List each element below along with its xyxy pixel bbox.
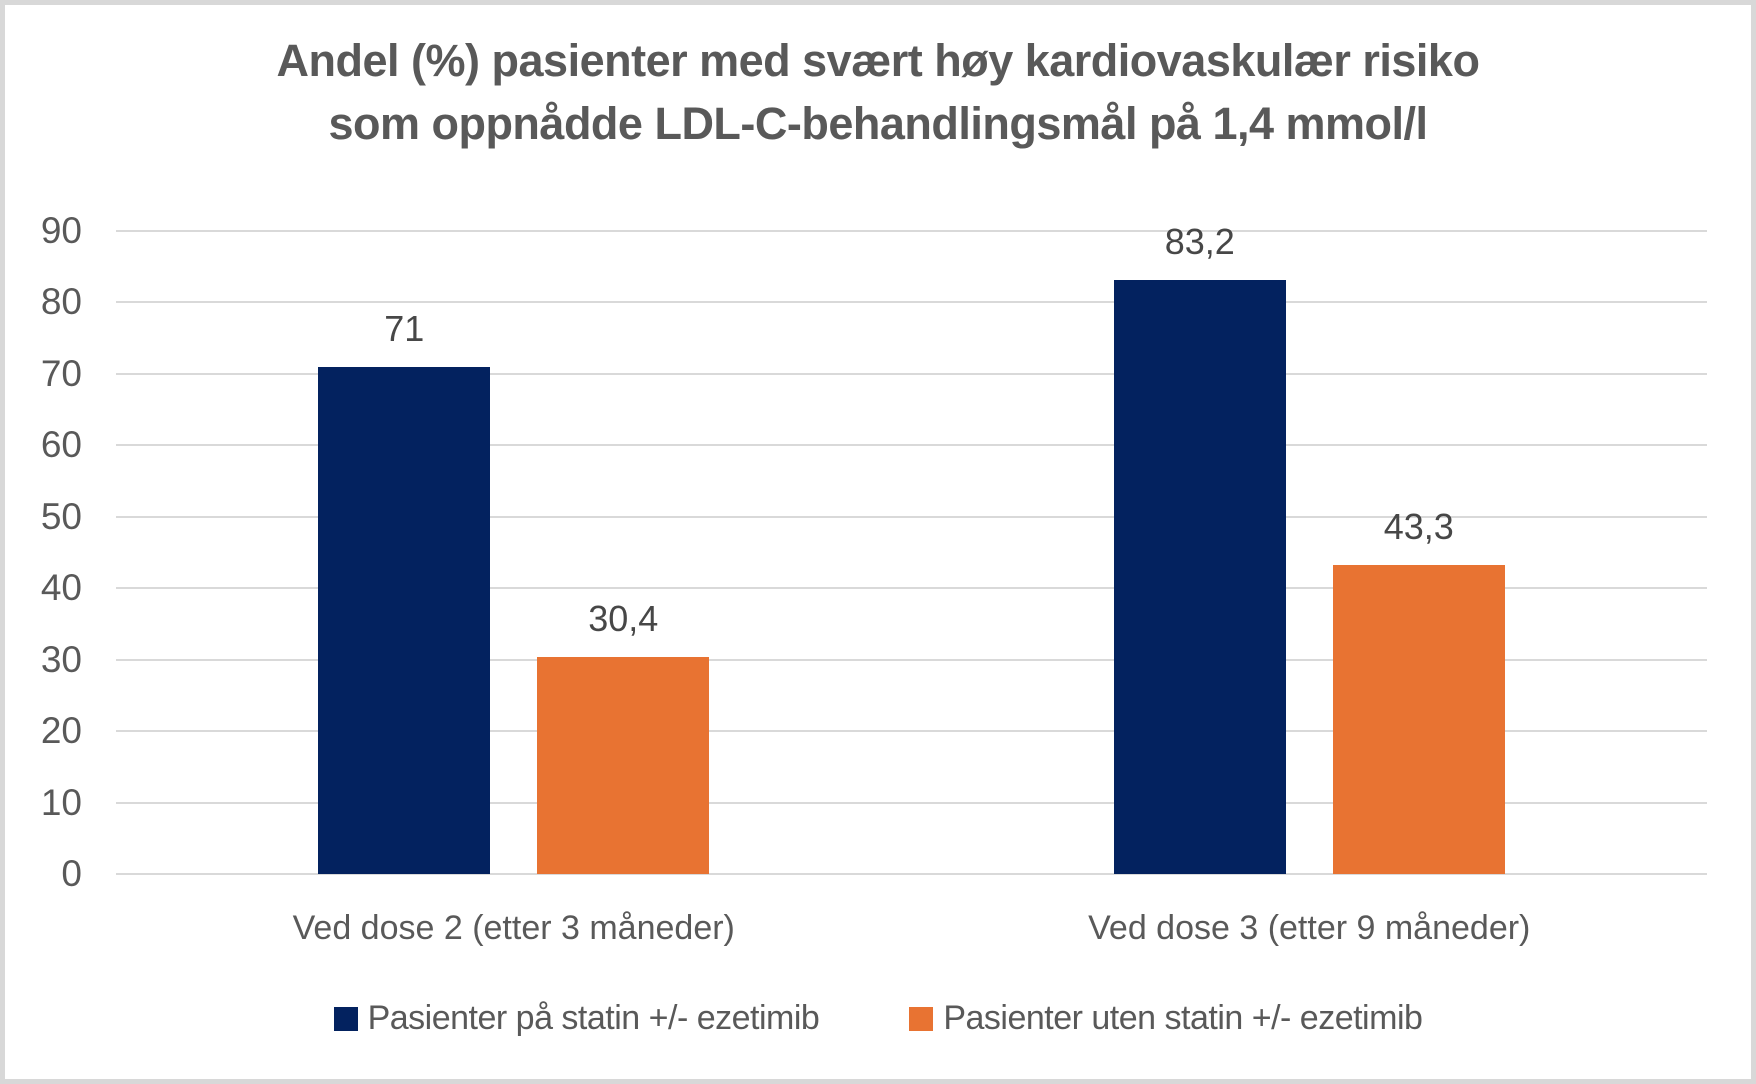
chart-title: Andel (%) pasienter med svært høy kardio… — [5, 29, 1751, 155]
gridline-40 — [116, 587, 1707, 590]
chart-title-line2: som oppnådde LDL-C-behandlingsmål på 1,4… — [328, 98, 1428, 149]
gridline-30 — [116, 658, 1707, 661]
y-axis-tick-10: 10 — [40, 781, 82, 823]
gridline-90 — [116, 230, 1707, 232]
legend-label-series1: Pasienter på statin +/- ezetimib — [367, 999, 820, 1037]
y-axis-tick-20: 20 — [40, 710, 82, 752]
bar-value-label-series1-category2: 83,2 — [1164, 220, 1235, 262]
legend-swatch-icon — [909, 1006, 934, 1031]
y-axis-tick-80: 80 — [40, 281, 82, 323]
bar-value-label-series1-category1: 71 — [384, 307, 425, 349]
plot-area: 0 10 20 30 40 50 60 70 80 90 71 30,4 Ved dose 2 (ett… — [5, 5, 1751, 1079]
bar-series2-category2 — [1332, 564, 1505, 874]
y-axis-tick-0: 0 — [61, 853, 82, 894]
y-axis-tick-70: 70 — [40, 352, 82, 394]
y-axis-tick-30: 30 — [40, 638, 82, 680]
bar-value-label-series2-category1: 30,4 — [588, 597, 659, 639]
bar-value-label-series2-category2: 43,3 — [1383, 505, 1454, 547]
legend-item-series1: Pasienter på statin +/- ezetimib — [333, 999, 820, 1038]
legend-item-series2: Pasienter uten statin +/- ezetimib — [909, 999, 1423, 1038]
gridline-50 — [116, 515, 1707, 518]
chart-legend: Pasienter på statin +/- ezetimib Pasiente… — [5, 999, 1751, 1038]
gridline-60 — [116, 444, 1707, 447]
gridline-20 — [116, 730, 1707, 733]
bar-series1-category2 — [1113, 279, 1286, 874]
x-category-label-1: Ved dose 2 (etter 3 måneder) — [292, 909, 735, 947]
legend-swatch-icon — [333, 1006, 358, 1031]
y-axis-tick-90: 90 — [40, 210, 82, 251]
y-axis-tick-50: 50 — [40, 495, 82, 537]
x-category-label-2: Ved dose 3 (etter 9 måneder) — [1088, 909, 1531, 947]
chart-title-line1: Andel (%) pasienter med svært høy kardio… — [276, 35, 1480, 86]
y-axis-tick-40: 40 — [40, 567, 82, 609]
gridline-80 — [116, 301, 1707, 304]
bar-series2-category1 — [537, 656, 710, 874]
gridline-70 — [116, 372, 1707, 375]
legend-label-series2: Pasienter uten statin +/- ezetimib — [943, 999, 1423, 1037]
y-axis-tick-60: 60 — [40, 424, 82, 466]
gridline-10 — [116, 801, 1707, 804]
gridline-0 — [116, 873, 1707, 875]
bar-series1-category1 — [318, 366, 491, 874]
